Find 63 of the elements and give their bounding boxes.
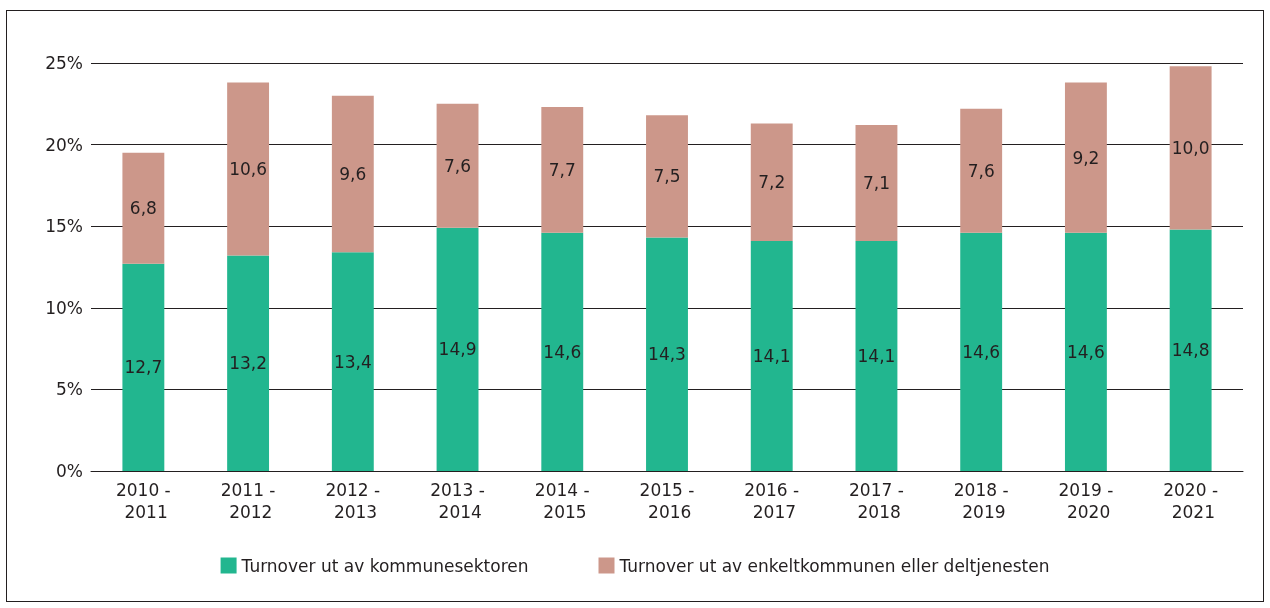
data-label: 14,9	[438, 339, 477, 360]
data-label: 7,6	[967, 160, 995, 181]
data-label: 14,6	[962, 341, 1001, 362]
bar	[331, 252, 374, 471]
x-tick-label: 2010 - 2011	[115, 480, 171, 522]
y-tick-label: 20%	[45, 134, 83, 155]
bar	[855, 125, 898, 241]
data-label: 7,6	[444, 155, 472, 176]
bar	[855, 240, 898, 471]
bar	[436, 227, 479, 471]
bar	[750, 240, 793, 471]
bar	[1169, 229, 1212, 471]
data-label: 6,8	[129, 198, 157, 219]
data-label: 13,2	[229, 353, 268, 374]
data-label: 14,1	[857, 345, 896, 366]
bar	[436, 103, 479, 228]
data-label: 7,2	[758, 172, 786, 193]
y-tick-label: 25%	[45, 53, 83, 73]
bar	[1169, 66, 1212, 230]
x-tick-label: 2017 - 2018	[849, 480, 904, 522]
x-tick-label: 2013 - 2014	[430, 480, 485, 522]
bar	[646, 115, 688, 238]
bar	[646, 237, 688, 471]
data-label: 7,7	[548, 159, 576, 180]
x-tick-label: 2016 - 2017	[744, 480, 800, 522]
data-label: 7,1	[862, 172, 890, 193]
data-label: 14,6	[543, 341, 582, 362]
data-label: 9,2	[1072, 147, 1100, 168]
data-label: 10,6	[229, 159, 268, 180]
legend-label: Turnover ut av kommunesektoren	[240, 555, 529, 576]
bar	[122, 263, 165, 471]
x-tick-label: 2020 - 2021	[1163, 480, 1219, 522]
data-label: 14,8	[1171, 340, 1210, 361]
bar	[541, 107, 584, 233]
bar	[1064, 232, 1107, 471]
data-label: 7,5	[653, 166, 681, 187]
data-label: 9,6	[339, 163, 367, 184]
data-label: 14,1	[752, 345, 791, 366]
data-label: 14,3	[648, 344, 686, 365]
x-tick-label: 2011 - 2012	[220, 480, 276, 522]
y-tick-label: 5%	[56, 379, 83, 400]
x-tick-label: 2012 - 2013	[325, 480, 381, 522]
bar	[227, 82, 270, 256]
x-tick-label: 2015 - 2016	[639, 480, 695, 522]
data-label: 12,7	[124, 357, 163, 378]
data-label: 10,0	[1171, 137, 1210, 158]
bar	[541, 232, 584, 471]
bar	[331, 95, 374, 253]
bar	[1064, 82, 1107, 233]
bar	[227, 255, 270, 471]
x-tick-label: 2018 - 2019	[953, 480, 1009, 522]
bar	[960, 108, 1003, 233]
data-label: 13,4	[333, 351, 372, 372]
data-label: 14,6	[1066, 341, 1105, 362]
legend-label: Turnover ut av enkeltkommunen eller deltjenesten	[618, 555, 1050, 576]
x-tick-label: 2019 - 2020	[1058, 480, 1114, 522]
bar	[122, 152, 165, 264]
y-tick-label: 10%	[45, 297, 83, 318]
y-tick-label: 15%	[45, 216, 83, 237]
bar	[750, 123, 793, 241]
x-tick-label: 2014 - 2015	[534, 480, 590, 522]
y-tick-label: 0%	[56, 461, 83, 481]
bar	[960, 232, 1003, 471]
